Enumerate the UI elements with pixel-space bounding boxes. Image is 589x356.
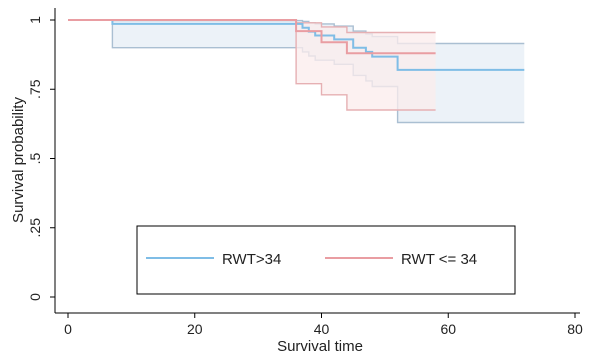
ci-lower-rwt-le-34 — [68, 19, 436, 111]
y-tick-label-1: 1 — [27, 16, 43, 24]
survival-curve-rwt-gt-34 — [68, 19, 525, 71]
survival-curve-rwt-le-34 — [68, 19, 436, 55]
y-tick-label-0: 0 — [27, 293, 43, 301]
y-axis-title: Survival probability — [10, 97, 27, 223]
x-tick-label-60: 60 — [440, 321, 456, 337]
legend-label-rwt-le-34: RWT <= 34 — [401, 251, 477, 268]
x-axis-ticks: 0 20 40 60 80 — [64, 313, 583, 337]
legend: RWT>34 RWT <= 34 — [136, 225, 516, 295]
x-tick-label-40: 40 — [314, 321, 330, 337]
y-axis-ticks: 0 .25 .5 .75 1 — [27, 16, 55, 301]
y-tick-label-.25: .25 — [27, 218, 43, 238]
legend-box — [136, 225, 516, 295]
y-tick-label-.75: .75 — [27, 79, 43, 99]
survival-curves — [68, 19, 525, 71]
y-tick-label-.5: .5 — [27, 152, 43, 164]
x-tick-label-80: 80 — [567, 321, 583, 337]
confidence-bands — [68, 19, 525, 124]
x-tick-label-0: 0 — [64, 321, 72, 337]
x-tick-label-20: 20 — [187, 321, 203, 337]
legend-label-rwt-gt-34: RWT>34 — [222, 251, 281, 268]
x-axis-title: Survival time — [277, 338, 363, 355]
